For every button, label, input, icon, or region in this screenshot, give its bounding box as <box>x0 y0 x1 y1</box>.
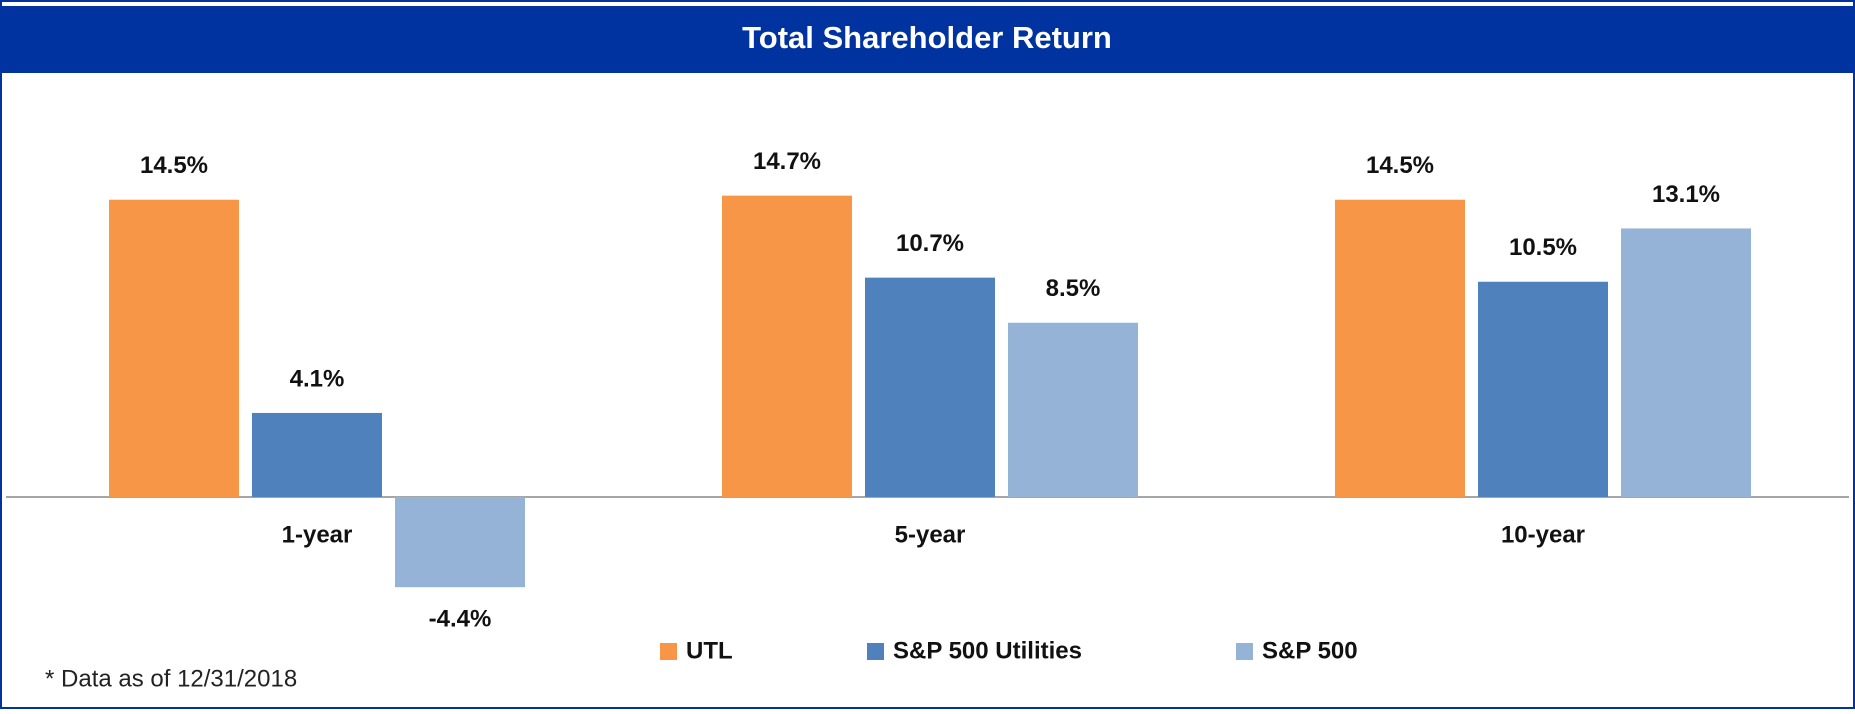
bar <box>1478 281 1608 497</box>
data-label: 14.5% <box>140 152 208 179</box>
bar <box>1335 199 1465 497</box>
bar <box>109 199 239 497</box>
data-label: 4.1% <box>290 365 345 392</box>
x-tick-label: 1-year <box>282 521 353 548</box>
data-label: 8.5% <box>1046 275 1101 302</box>
x-tick-label: 10-year <box>1501 521 1585 548</box>
bar <box>865 277 995 497</box>
data-label: 14.7% <box>753 148 821 175</box>
bar <box>252 412 382 497</box>
data-label: -4.4% <box>429 606 492 633</box>
data-label: 14.5% <box>1366 152 1434 179</box>
header-bar <box>1 6 1854 73</box>
footnote: * Data as of 12/31/2018 <box>45 665 297 692</box>
chart-title: Total Shareholder Return <box>742 20 1112 55</box>
legend-label: S&P 500 <box>1262 637 1358 664</box>
data-label: 13.1% <box>1652 181 1720 208</box>
data-label: 10.5% <box>1509 234 1577 261</box>
data-label: 10.7% <box>896 230 964 257</box>
bar <box>1621 228 1751 497</box>
legend-swatch <box>660 643 677 660</box>
legend-swatch <box>1236 643 1253 660</box>
x-tick-label: 5-year <box>895 521 966 548</box>
bar <box>722 195 852 497</box>
legend-label: UTL <box>686 637 733 664</box>
legend-label: S&P 500 Utilities <box>893 637 1082 664</box>
bar <box>395 497 525 588</box>
legend-swatch <box>867 643 884 660</box>
bar <box>1008 322 1138 497</box>
